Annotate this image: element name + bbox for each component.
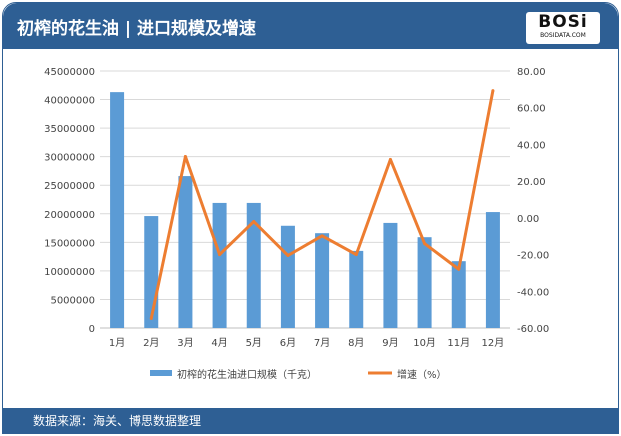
line-point: [354, 253, 358, 257]
right-axis-tick: 40.00: [517, 140, 546, 151]
bar: [178, 176, 193, 328]
x-axis-tick: 2月: [143, 337, 159, 349]
right-axis-tick: 60.00: [517, 104, 546, 115]
legend-bar-swatch: [150, 370, 172, 376]
x-axis-tick: 7月: [314, 337, 330, 349]
x-axis-tick: 8月: [348, 337, 364, 349]
right-axis-tick: -40.00: [517, 287, 549, 298]
right-axis-tick: -20.00: [517, 251, 549, 262]
line-point: [218, 253, 222, 257]
x-axis-tick: 5月: [246, 337, 262, 349]
footer-bar: 数据来源：海关、博思数据整理: [3, 408, 618, 433]
bar: [212, 202, 227, 328]
bosi-logo: BOSi BOSIDATA.COM: [526, 12, 600, 44]
left-axis-tick: 10000000: [44, 267, 95, 278]
left-axis-tick: 0: [89, 324, 95, 335]
x-axis-tick: 4月: [211, 337, 227, 349]
bar: [280, 225, 295, 328]
line-point: [457, 267, 461, 271]
bar: [349, 250, 364, 328]
line-point: [320, 234, 324, 238]
legend-bar-label: 初榨的花生油进口规模（千克）: [177, 368, 317, 381]
left-axis-tick: 40000000: [44, 96, 95, 107]
left-axis-tick: 45000000: [44, 67, 95, 78]
x-axis-tick: 11月: [447, 337, 470, 349]
data-source: 数据来源：海关、博思数据整理: [33, 414, 202, 428]
bar: [315, 233, 330, 328]
chart-title: 初榨的花生油 | 进口规模及增速: [17, 19, 257, 39]
x-axis-tick: 1月: [109, 337, 125, 349]
left-axis-tick: 5000000: [50, 295, 95, 306]
right-axis-tick: 20.00: [517, 177, 546, 188]
line-point: [149, 316, 153, 320]
line-point: [491, 89, 495, 93]
bar: [110, 92, 125, 329]
bar: [383, 222, 398, 328]
line-point: [423, 242, 427, 246]
x-axis-tick: 6月: [280, 337, 296, 349]
line-point: [252, 220, 256, 224]
line-point: [286, 253, 290, 257]
bar: [485, 212, 500, 328]
left-axis-tick: 20000000: [44, 210, 95, 221]
right-axis-tick: -60.00: [517, 324, 549, 335]
x-axis-tick: 3月: [177, 337, 193, 349]
line-point: [388, 157, 392, 161]
x-axis-tick: 9月: [382, 337, 398, 349]
x-axis-tick: 10月: [413, 337, 436, 349]
left-axis-tick: 30000000: [44, 153, 95, 164]
bar: [417, 237, 432, 328]
left-axis-tick: 15000000: [44, 238, 95, 249]
left-axis-tick: 25000000: [44, 181, 95, 192]
bar: [246, 202, 261, 328]
x-axis-tick: 12月: [482, 337, 505, 349]
header-bar: 初榨的花生油 | 进口规模及增速 BOSi BOSIDATA.COM: [3, 3, 618, 49]
legend-line-label: 增速（%）: [397, 368, 447, 381]
line-point: [183, 155, 187, 159]
left-axis-tick: 35000000: [44, 124, 95, 135]
right-axis-tick: 0.00: [517, 214, 539, 225]
right-axis-tick: 80.00: [517, 67, 546, 78]
bar: [451, 261, 466, 328]
